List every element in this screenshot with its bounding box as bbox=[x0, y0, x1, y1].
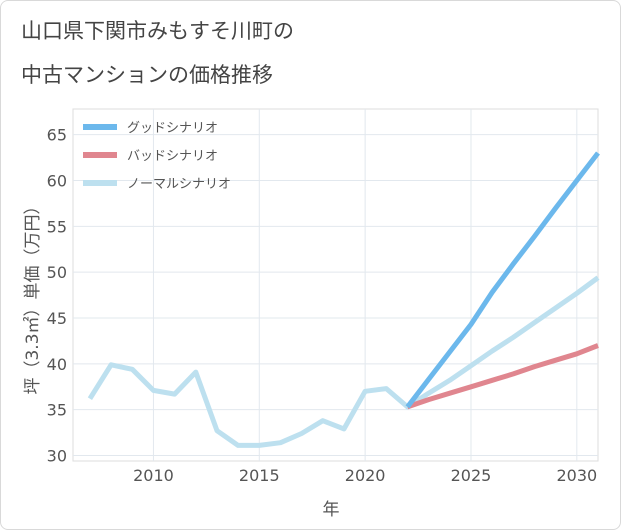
y-tick-label: 60 bbox=[47, 172, 67, 191]
x-tick-label: 2015 bbox=[239, 466, 280, 485]
chart-title-line-1: 山口県下関市みもすそ川町の bbox=[21, 19, 294, 43]
y-tick-label: 40 bbox=[47, 355, 67, 374]
series-lines bbox=[87, 151, 600, 448]
y-tick-label: 30 bbox=[47, 447, 67, 466]
x-tick-label: 2020 bbox=[345, 466, 386, 485]
x-tick-label: 2010 bbox=[133, 466, 174, 485]
y-tick-label: 45 bbox=[47, 309, 67, 328]
series-line-2 bbox=[87, 275, 600, 448]
y-tick-label: 50 bbox=[47, 263, 67, 282]
plot-area bbox=[72, 108, 599, 462]
legend-label: ノーマルシナリオ bbox=[127, 177, 231, 192]
grid-lines bbox=[73, 109, 598, 461]
axis-ticks: 2010 2015 2020 2025 2030 30 35 40 45 50 55 60 65 bbox=[47, 126, 598, 485]
x-axis-label: 年 bbox=[323, 500, 340, 520]
legend-label: バッドシナリオ bbox=[127, 149, 218, 164]
x-tick-label: 2030 bbox=[556, 466, 597, 485]
chart-title-line-2: 中古マンションの価格推移 bbox=[21, 63, 273, 87]
series-line-0 bbox=[405, 151, 600, 409]
y-tick-label: 35 bbox=[47, 401, 67, 420]
y-tick-label: 65 bbox=[47, 126, 67, 145]
y-tick-label: 55 bbox=[47, 217, 67, 236]
series-line-1 bbox=[406, 343, 599, 410]
y-axis-label: 坪（3.3㎡）単価（万円） bbox=[23, 197, 43, 394]
legend-label: グッドシナリオ bbox=[127, 121, 218, 136]
x-tick-label: 2025 bbox=[451, 466, 492, 485]
